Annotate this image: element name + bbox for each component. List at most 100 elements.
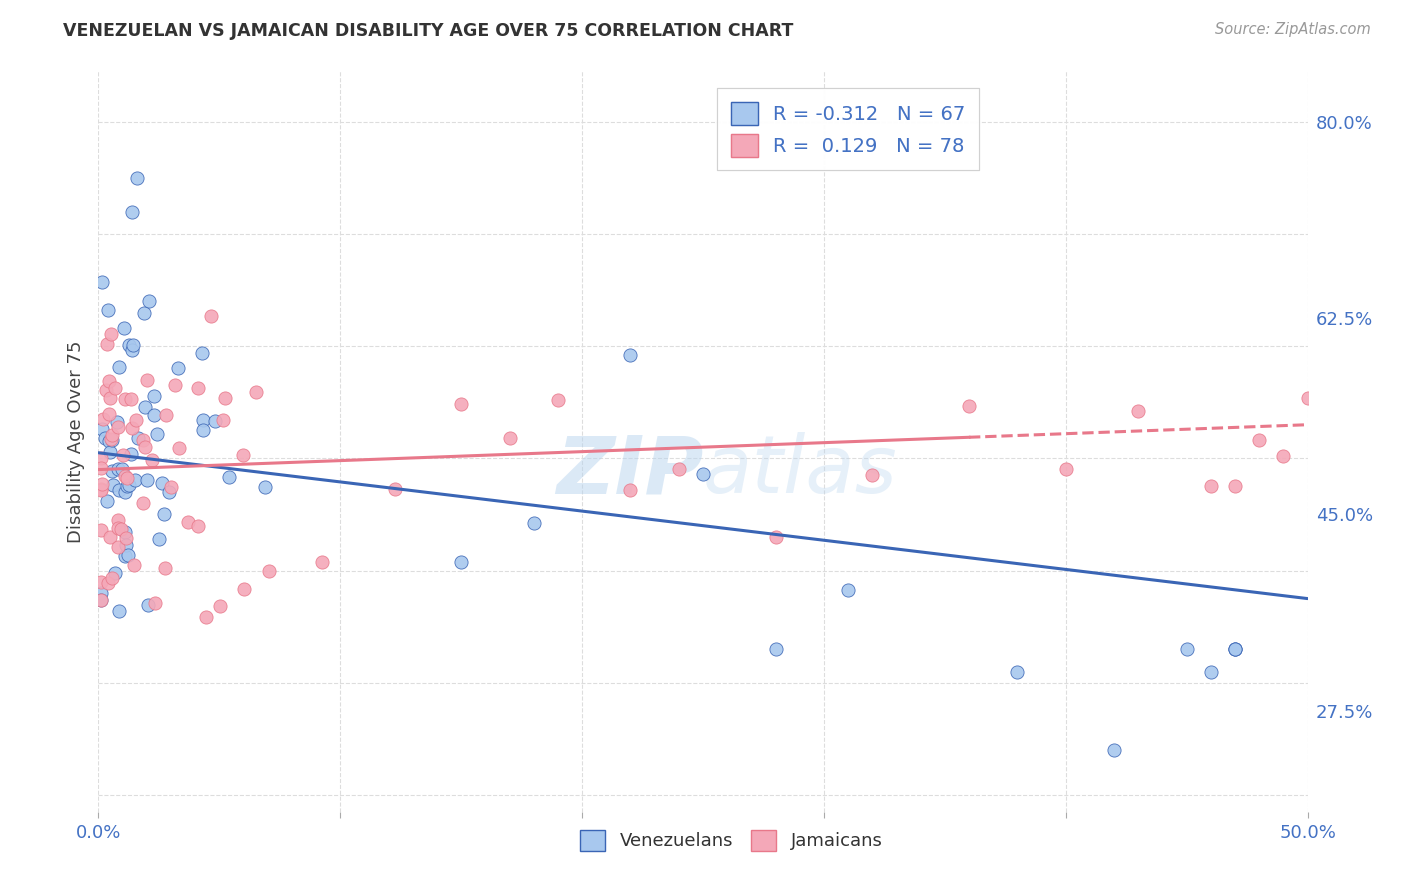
Point: [187, 381, 209, 395]
Point: [97, 302, 120, 317]
Point: [100, 326, 122, 341]
Point: [134, 305, 156, 319]
Point: [547, 392, 569, 407]
Point: [90, 483, 112, 497]
Point: [153, 507, 176, 521]
Point: [190, 345, 212, 359]
Point: [1369, 449, 1392, 463]
Point: [114, 524, 136, 539]
Point: [191, 413, 214, 427]
Point: [117, 548, 139, 562]
Point: [1344, 306, 1367, 320]
Point: [107, 461, 129, 475]
Point: [100, 571, 122, 585]
Point: [101, 434, 124, 448]
Point: [619, 348, 641, 362]
Point: [124, 413, 146, 427]
Point: [143, 389, 166, 403]
Point: [121, 343, 143, 358]
Point: [1223, 642, 1246, 657]
Point: [115, 479, 138, 493]
Point: [114, 392, 136, 407]
Point: [204, 414, 226, 428]
Point: [232, 449, 254, 463]
Point: [692, 467, 714, 482]
Point: [120, 447, 142, 461]
Point: [115, 471, 138, 485]
Text: VENEZUELAN VS JAMAICAN DISABILITY AGE OVER 75 CORRELATION CHART: VENEZUELAN VS JAMAICAN DISABILITY AGE OV…: [63, 22, 793, 40]
Point: [1320, 421, 1343, 435]
Point: [118, 477, 141, 491]
Point: [90, 574, 112, 589]
Point: [104, 566, 127, 581]
Point: [165, 377, 187, 392]
Point: [104, 381, 127, 395]
Text: Source: ZipAtlas.com: Source: ZipAtlas.com: [1215, 22, 1371, 37]
Point: [245, 384, 267, 399]
Point: [107, 360, 129, 375]
Point: [957, 399, 980, 413]
Point: [120, 392, 142, 406]
Point: [141, 453, 163, 467]
Point: [107, 483, 129, 497]
Point: [90, 593, 112, 607]
Point: [121, 204, 143, 219]
Point: [107, 513, 129, 527]
Point: [112, 321, 135, 335]
Point: [1128, 404, 1150, 418]
Point: [155, 408, 177, 422]
Text: atlas: atlas: [703, 432, 898, 510]
Point: [90, 523, 112, 537]
Point: [121, 421, 143, 435]
Point: [257, 564, 280, 578]
Legend: R = -0.312   N = 67, R =  0.129   N = 78: R = -0.312 N = 67, R = 0.129 N = 78: [717, 88, 979, 170]
Point: [253, 480, 276, 494]
Point: [765, 642, 787, 657]
Point: [498, 431, 520, 445]
Point: [135, 373, 157, 387]
Point: [132, 496, 155, 510]
Point: [98, 530, 121, 544]
Point: [1223, 479, 1246, 493]
Point: [96, 493, 118, 508]
Point: [90, 422, 112, 436]
Point: [114, 531, 136, 545]
Point: [127, 170, 149, 185]
Point: [98, 445, 121, 459]
Point: [837, 582, 859, 597]
Point: [90, 593, 112, 607]
Point: [450, 397, 472, 411]
Point: [138, 294, 160, 309]
Point: [159, 480, 181, 494]
Legend: Venezuelans, Jamaicans: Venezuelans, Jamaicans: [565, 815, 897, 865]
Point: [101, 464, 124, 478]
Point: [1102, 743, 1125, 757]
Point: [523, 516, 546, 531]
Point: [765, 530, 787, 544]
Point: [93, 431, 115, 445]
Point: [167, 441, 190, 455]
Point: [1175, 642, 1198, 657]
Point: [1054, 462, 1077, 476]
Point: [1296, 392, 1319, 406]
Point: [90, 451, 112, 466]
Point: [108, 604, 131, 618]
Point: [91, 476, 114, 491]
Point: [98, 375, 121, 389]
Point: [1223, 642, 1246, 657]
Point: [135, 473, 157, 487]
Point: [146, 426, 169, 441]
Point: [134, 400, 156, 414]
Point: [107, 521, 129, 535]
Point: [91, 411, 114, 425]
Point: [101, 427, 124, 442]
Point: [1199, 478, 1222, 492]
Point: [117, 338, 139, 352]
Point: [115, 538, 138, 552]
Point: [233, 582, 256, 596]
Point: [212, 413, 235, 427]
Point: [134, 440, 156, 454]
Point: [97, 434, 120, 449]
Point: [107, 419, 129, 434]
Point: [619, 483, 641, 497]
